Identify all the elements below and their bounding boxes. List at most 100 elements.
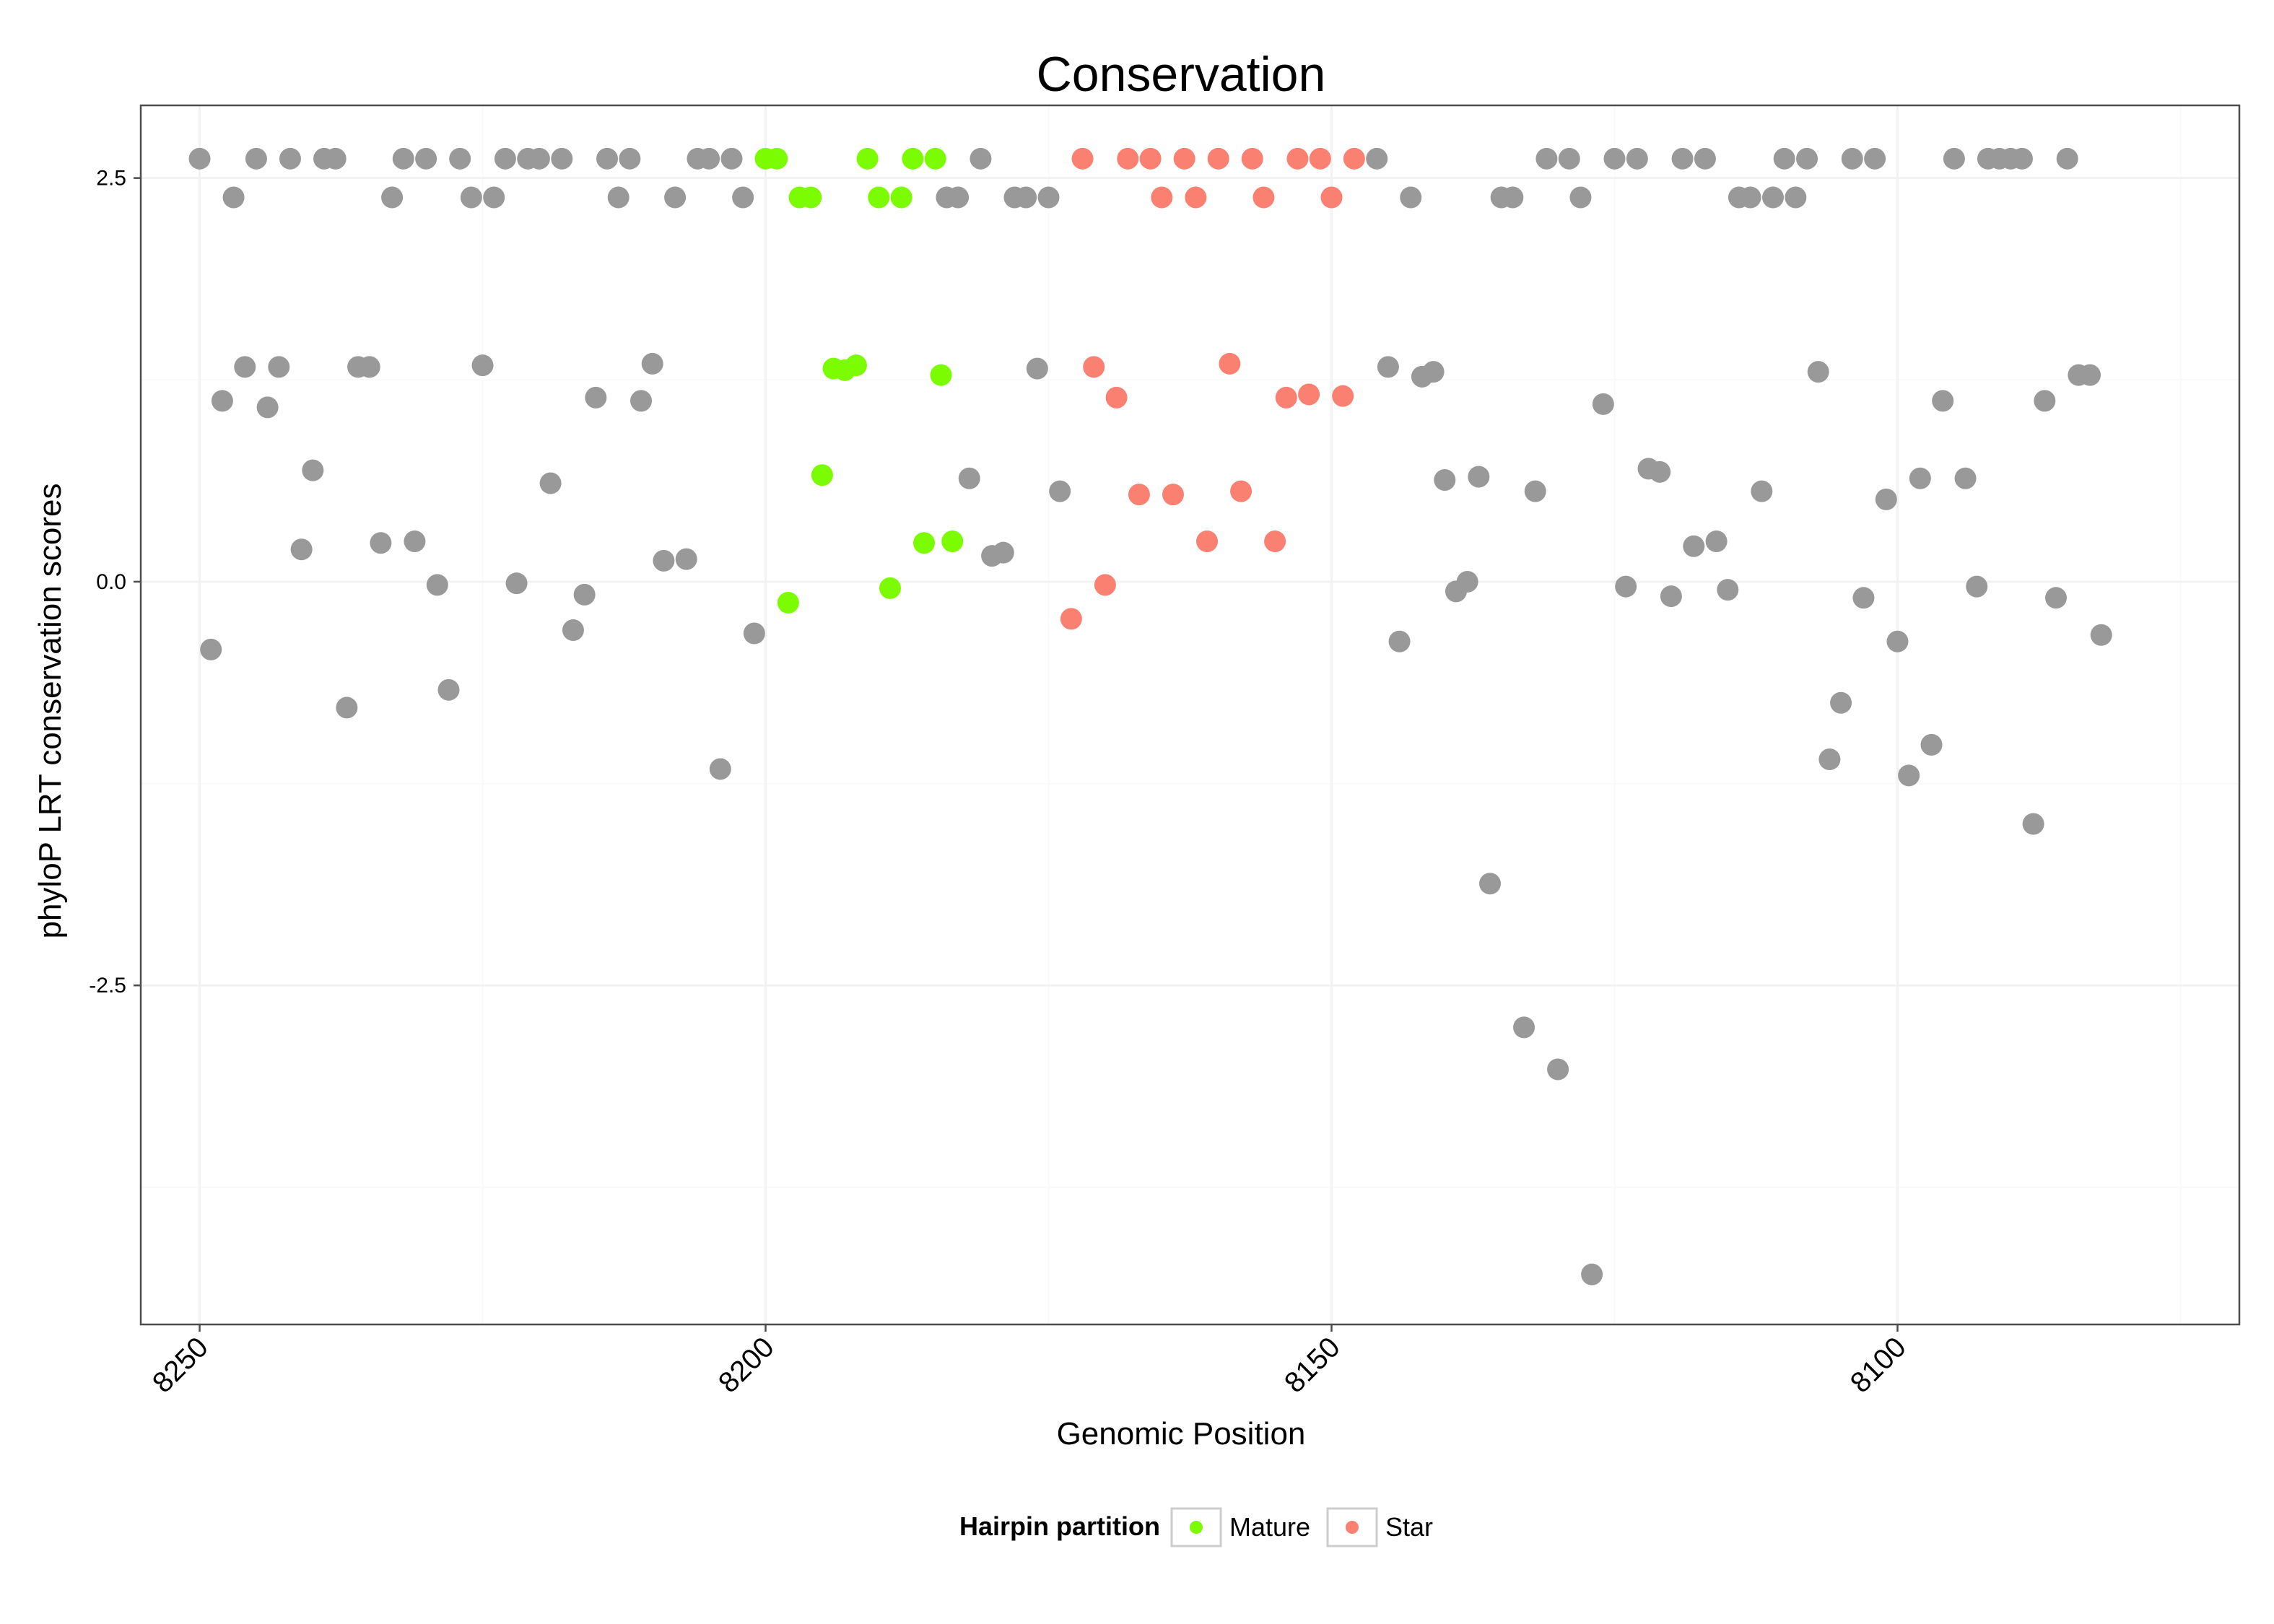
star-point <box>1230 480 1253 502</box>
other-point <box>471 354 494 377</box>
other-point <box>551 147 573 170</box>
other-point <box>370 532 392 554</box>
other-point <box>336 697 358 719</box>
other-point <box>596 147 618 170</box>
mature-point <box>856 147 879 170</box>
plot-panel <box>141 105 2239 1324</box>
other-point <box>2056 147 2078 170</box>
other-point <box>1739 186 1761 209</box>
star-point <box>1060 608 1082 630</box>
other-point <box>1015 186 1037 209</box>
other-point <box>1468 466 1490 488</box>
mature-point <box>902 147 924 170</box>
other-point <box>1852 587 1875 609</box>
chart-title: Conservation <box>1037 47 1326 102</box>
other-point <box>302 459 324 481</box>
plot-border <box>139 104 2241 1326</box>
legend-star-marker <box>1346 1521 1359 1534</box>
other-point <box>1717 579 1739 601</box>
star-point <box>1309 147 1331 170</box>
other-point <box>1649 460 1671 483</box>
star-point <box>1286 147 1309 170</box>
star-point <box>1343 147 1365 170</box>
other-point <box>1751 480 1773 502</box>
other-point <box>1366 147 1388 170</box>
other-point <box>426 574 448 596</box>
mature-point <box>913 532 936 554</box>
legend: Hairpin partition Mature Star <box>959 1507 1433 1547</box>
other-point <box>1683 535 1705 557</box>
legend-mature-marker <box>1190 1521 1203 1534</box>
other-point <box>1818 748 1841 771</box>
other-point <box>2044 587 2067 609</box>
y-axis-title: phyloP LRT conservation scores <box>32 483 68 938</box>
other-point <box>958 467 980 489</box>
star-point <box>1275 386 1297 409</box>
other-point <box>437 678 460 701</box>
y-tick-label: 2.5 <box>96 167 126 191</box>
legend-title: Hairpin partition <box>959 1511 1160 1541</box>
other-point <box>460 186 482 209</box>
mature-point <box>811 464 833 486</box>
other-point <box>449 147 471 170</box>
other-point <box>1705 531 1728 553</box>
other-point <box>290 538 313 561</box>
mature-point <box>879 577 901 599</box>
other-point <box>256 396 279 419</box>
star-point <box>1083 356 1105 378</box>
other-point <box>2034 390 2056 412</box>
star-point <box>1253 186 1275 209</box>
other-point <box>1547 1058 1569 1081</box>
other-point <box>1592 393 1614 415</box>
star-point <box>1139 147 1162 170</box>
star-point <box>1105 386 1128 409</box>
other-point <box>324 147 347 170</box>
other-point <box>562 619 584 642</box>
other-point <box>641 352 663 375</box>
star-point <box>1320 186 1343 209</box>
other-point <box>1400 186 1422 209</box>
other-point <box>1660 585 1682 608</box>
other-point <box>1966 575 1988 598</box>
other-point <box>1762 186 1784 209</box>
other-point <box>1943 147 1965 170</box>
other-point <box>381 186 404 209</box>
other-point <box>1422 361 1445 383</box>
other-point <box>720 147 743 170</box>
other-point <box>1626 147 1648 170</box>
mature-point <box>800 186 822 209</box>
mature-point <box>777 592 799 614</box>
other-point <box>947 186 970 209</box>
other-point <box>1569 186 1592 209</box>
mature-point <box>845 354 867 377</box>
legend-label-mature: Mature <box>1229 1512 1310 1542</box>
star-point <box>1241 147 1263 170</box>
other-point <box>1513 1016 1535 1039</box>
star-point <box>1332 385 1354 407</box>
other-point <box>539 472 562 494</box>
mature-point <box>924 147 946 170</box>
other-point <box>528 147 550 170</box>
other-point <box>653 549 675 572</box>
mature-point <box>890 186 912 209</box>
star-point <box>1094 574 1116 596</box>
star-point <box>1162 484 1184 506</box>
other-point <box>1558 147 1580 170</box>
y-tick-label: -2.5 <box>89 974 126 997</box>
other-point <box>1694 147 1716 170</box>
other-point <box>732 186 754 209</box>
star-point <box>1264 531 1286 553</box>
other-point <box>607 186 630 209</box>
other-point <box>1807 361 1829 383</box>
other-point <box>1502 186 1524 209</box>
other-point <box>404 531 426 553</box>
other-point <box>630 390 653 412</box>
other-point <box>743 622 765 645</box>
mature-point <box>766 147 788 170</box>
other-point <box>415 147 437 170</box>
other-point <box>1671 147 1694 170</box>
other-point <box>675 548 697 570</box>
other-point <box>1841 147 1863 170</box>
